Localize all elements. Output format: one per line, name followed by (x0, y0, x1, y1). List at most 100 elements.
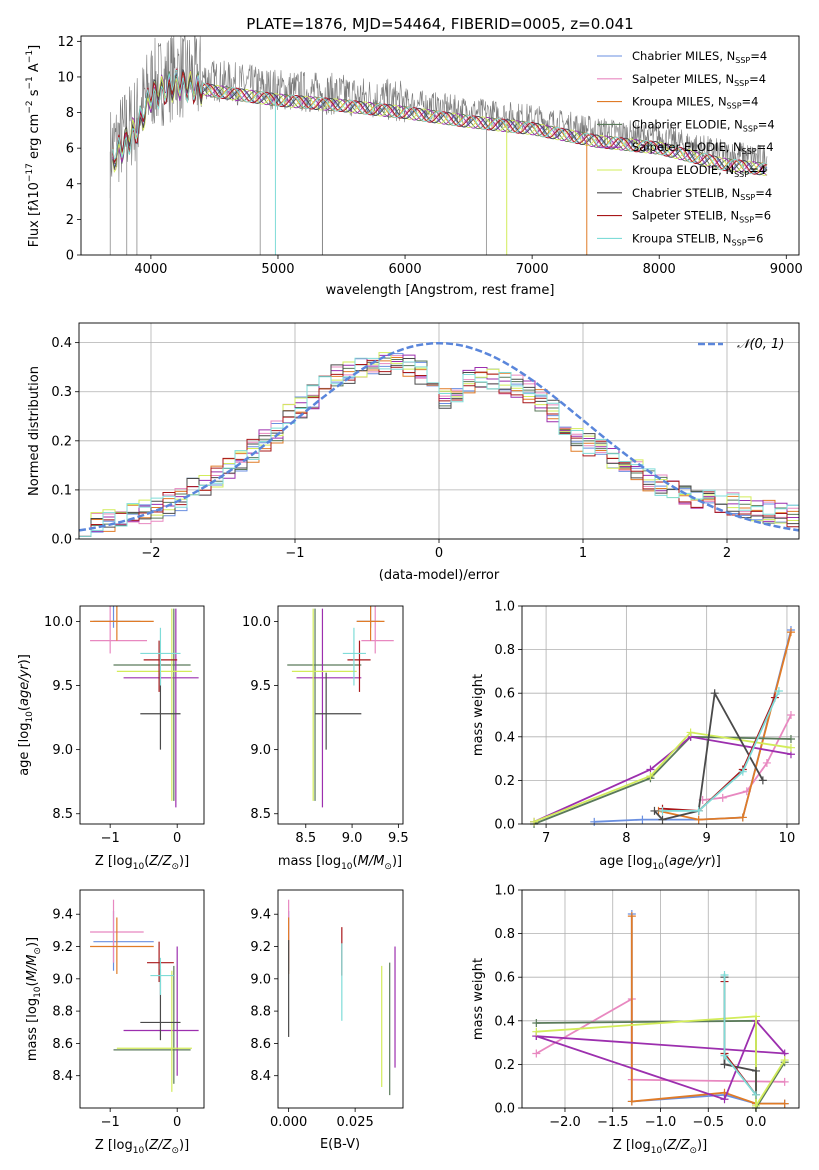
ytick-label: 0.6 (494, 971, 515, 986)
mass-vs-EBV-errorbars (288, 899, 396, 1096)
ytick-label: 8.4 (250, 1069, 271, 1084)
legend-suffix: =4 (749, 163, 766, 177)
residuals-ylabel: Normed distribution (27, 366, 42, 496)
ytick-label: 8.5 (52, 807, 73, 822)
mass-vs-Z-ticks: −1 0 8.4 8.6 8.8 9.0 9.2 9.4 (52, 908, 181, 1130)
ytick-label: 0.4 (494, 730, 515, 745)
weight-line-salpeter-stelib (723, 981, 757, 1096)
weight-marker-salpeter-miles (786, 711, 795, 719)
weight-marker-kroupa-stelib (720, 971, 729, 980)
ytick-label: 1.0 (494, 884, 515, 899)
xtick-label: 0.025 (337, 1115, 374, 1130)
weight-marker-kroupa-miles (627, 912, 636, 921)
model-spectrum-salpeter-stelib (112, 68, 768, 175)
mass-vs-Z-ylabel: mass [log10(M/M⊙)] (25, 937, 43, 1061)
weight-line-kroupa-miles (658, 631, 792, 821)
panel-massweight-vs-age: 7 8 9 10 0.0 0.2 0.4 0.6 0.8 1.0 age [log10(age/y… (471, 600, 800, 872)
massweight-vs-age-xlabel: age [log10(age/yr)] (599, 854, 721, 872)
weight-marker-kroupa-miles (780, 1099, 789, 1108)
ytick-label: 0.8 (494, 643, 515, 658)
spectrum-legend: Chabrier MILES, NSSP=4 Salpeter MILES, NS… (597, 49, 775, 247)
model-spectrum-chabrier-stelib (112, 68, 768, 176)
spectrum-lines (109, 35, 768, 255)
massweight-vs-Z-xlabel: Z [log10(Z/Z⊙)] (613, 1138, 707, 1156)
weight-marker-salpeter-elodie (720, 1095, 729, 1104)
weight-marker-kroupa-stelib (694, 806, 703, 815)
xtick-label: 7 (542, 831, 550, 846)
ytick-label: 2 (66, 213, 74, 228)
residuals-xlabel: (data-model)/error (379, 568, 500, 583)
massweight-vs-age-ticks: 7 8 9 10 0.0 0.2 0.4 0.6 0.8 1.0 (494, 600, 795, 847)
ytick-label: 8.5 (250, 807, 271, 822)
weight-marker-salpeter-miles (718, 793, 727, 802)
weight-line-salpeter-miles (702, 714, 792, 801)
panel-age-vs-mass: 8.5 9.0 9.5 8.5 9.0 9.5 10.0 mass [log10(M/M⊙)… (242, 605, 409, 872)
spectrum-xlabel: wavelength [Angstrom, rest frame] (326, 283, 555, 298)
xtick-label: 5000 (261, 262, 294, 277)
ytick-label: 0.6 (494, 687, 515, 702)
age-vs-Z-errorbars (90, 606, 199, 808)
weight-marker-chabrier-stelib (658, 815, 667, 824)
panel-mass-vs-Z: −1 0 8.4 8.6 8.8 9.0 9.2 9.4 Z [log10(Z/Z⊙)] ma… (25, 889, 205, 1156)
age-vs-mass-frame (277, 605, 404, 825)
weight-marker-kroupa-elodie (646, 772, 655, 781)
xtick-label: 9000 (770, 262, 803, 277)
weight-marker-kroupa-elodie (780, 1056, 789, 1065)
model-spectrum-kroupa-stelib (112, 69, 768, 175)
residuals-legend: 𝒩(0, 1) (698, 337, 784, 352)
ytick-label: 9.0 (52, 972, 73, 987)
weight-marker-kroupa-elodie (686, 728, 695, 737)
age-vs-mass-xlabel: mass [log10(M/M⊙)] (278, 854, 402, 872)
legend-label-salpeter-miles: Salpeter MILES, NSSP=4 (632, 72, 766, 88)
ytick-label: 0.3 (51, 385, 72, 400)
weight-marker-kroupa-elodie (530, 817, 539, 826)
age-vs-mass-ticks: 8.5 9.0 9.5 8.5 9.0 9.5 10.0 (242, 615, 409, 846)
legend-subscript: SSP (734, 79, 749, 88)
weight-marker-chabrier-stelib (758, 776, 767, 785)
weight-marker-kroupa-stelib (752, 1090, 761, 1099)
panel-age-vs-Z: −1 0 8.5 9.0 9.5 10.0 Z [log10(Z/Z⊙)] age [lo… (17, 605, 205, 872)
legend-suffix: =4 (757, 140, 774, 154)
ytick-label: 0 (66, 249, 74, 264)
weight-marker-salpeter-miles (780, 1077, 789, 1086)
panel-mass-vs-EBV: 0.000 0.025 8.4 8.6 8.8 9.0 9.2 9.4 E(B-V) (250, 889, 404, 1152)
massweight-vs-Z-lines (532, 909, 789, 1112)
massweight-vs-age-lines (530, 625, 795, 828)
gauss-legend-label: 𝒩(0, 1) (737, 337, 784, 352)
massweight-vs-age-frame (521, 605, 800, 825)
legend-suffix: =4 (742, 95, 759, 109)
weight-marker-kroupa-stelib (738, 767, 747, 776)
spectrum-ticks: 4000 5000 6000 7000 8000 9000 0 2 4 6 8 10 12 (57, 35, 802, 277)
legend-subscript: SSP (739, 216, 754, 225)
legend-subscript: SSP (735, 56, 750, 65)
ytick-label: 12 (57, 35, 74, 50)
weight-marker-kroupa-miles (694, 815, 703, 824)
massweight-vs-age-grid (522, 605, 799, 825)
xtick-label: 4000 (134, 262, 167, 277)
legend-suffix: =4 (758, 117, 775, 131)
legend-suffix: =4 (749, 72, 766, 86)
ytick-label: 8 (66, 106, 74, 121)
weight-line-kroupa-elodie (536, 1015, 786, 1109)
weight-marker-chabrier-elodie (786, 734, 795, 743)
xtick-label: 1 (579, 546, 587, 561)
ytick-label: 4 (66, 177, 74, 192)
ytick-label: 0.0 (494, 818, 515, 833)
weight-marker-kroupa-elodie (752, 1012, 761, 1021)
weight-marker-chabrier-stelib (752, 1066, 761, 1075)
weight-marker-kroupa-stelib (774, 687, 783, 696)
ytick-label: 9.2 (52, 940, 73, 955)
ytick-label: 8.4 (52, 1069, 73, 1084)
weight-marker-kroupa-miles (738, 813, 747, 822)
ytick-label: 0.2 (494, 774, 515, 789)
xtick-label: −1.5 (597, 1115, 629, 1130)
weight-marker-chabrier-miles (638, 815, 647, 824)
legend-subscript: SSP (734, 170, 749, 179)
massweight-vs-Z-grid (522, 889, 799, 1109)
ytick-label: 0.1 (51, 483, 72, 498)
ytick-label: 10.0 (242, 615, 271, 630)
ytick-label: 6 (66, 142, 74, 157)
residuals-ticks: −2 −1 0 1 2 0.0 0.1 0.2 0.3 0.4 (51, 336, 731, 561)
ytick-label: 9.4 (250, 908, 271, 923)
ytick-label: 8.6 (52, 1037, 73, 1052)
